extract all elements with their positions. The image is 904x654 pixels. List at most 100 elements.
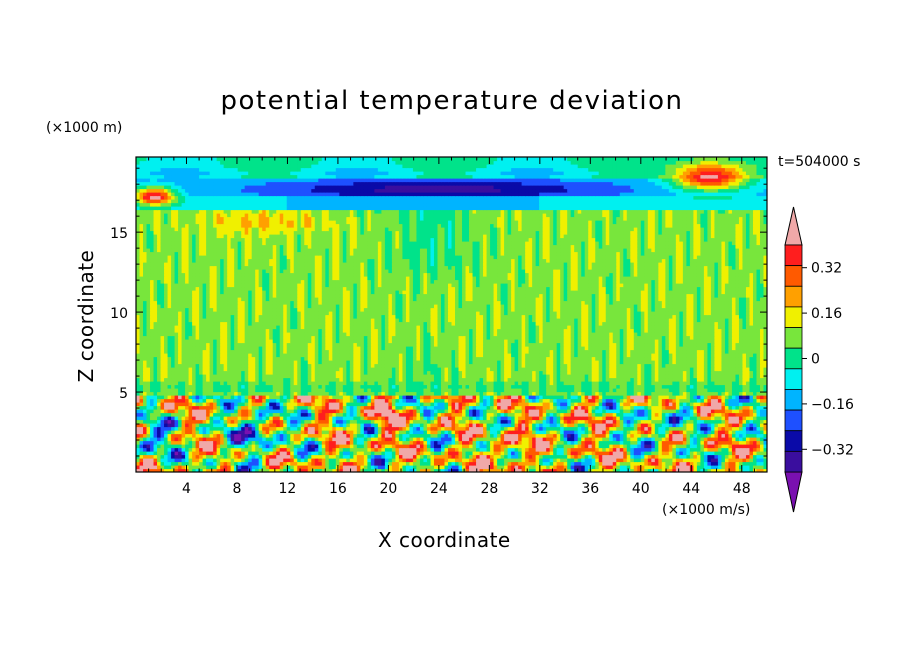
contour-cell <box>195 468 200 472</box>
contour-cell <box>216 374 221 379</box>
contour-cell <box>584 468 589 472</box>
contour-cell <box>644 388 649 393</box>
contour-cell <box>574 468 579 472</box>
contour-cell <box>476 419 481 424</box>
contour-cell <box>202 461 207 466</box>
contour-cell <box>318 381 323 386</box>
contour-cell <box>363 384 368 389</box>
contour-cell <box>255 395 260 400</box>
contour-cell <box>244 377 249 382</box>
contour-cell <box>251 447 256 452</box>
contour-cell <box>542 444 547 449</box>
contour-cell <box>440 430 446 435</box>
contour-cell <box>321 398 326 403</box>
contour-cell <box>749 468 754 472</box>
contour-cell <box>735 402 740 407</box>
contour-cell <box>535 433 540 438</box>
contour-cell <box>647 412 652 417</box>
contour-cell <box>724 458 730 463</box>
contour-cell <box>164 388 169 393</box>
contour-cell <box>661 461 666 466</box>
contour-cell <box>563 402 568 407</box>
contour-cell <box>381 440 386 445</box>
contour-cell <box>160 430 165 435</box>
contour-cell <box>626 440 631 445</box>
contour-cell <box>745 461 751 466</box>
contour-cell <box>710 440 716 445</box>
contour-cell <box>752 388 758 393</box>
contour-cell <box>500 419 505 424</box>
contour-cell <box>518 444 523 449</box>
contour-cell <box>581 391 586 396</box>
contour-cell <box>356 388 361 393</box>
contour-cell <box>206 381 211 386</box>
contour-cell <box>346 377 351 382</box>
contour-cell <box>721 454 726 459</box>
contour-cell <box>549 437 554 442</box>
contour-cell <box>419 402 425 407</box>
contour-cell <box>525 458 530 463</box>
contour-cell <box>381 391 386 396</box>
contour-cell <box>668 451 673 456</box>
contour-cell <box>493 374 498 379</box>
contour-cell <box>549 447 554 452</box>
contour-cell <box>612 395 617 400</box>
contour-cell <box>675 409 680 414</box>
contour-cell <box>374 465 379 470</box>
contour-cell <box>483 465 488 470</box>
contour-cell <box>339 458 344 463</box>
contour-cell <box>721 461 726 466</box>
contour-cell <box>160 381 165 386</box>
contour-cell <box>209 437 214 442</box>
contour-cell <box>220 412 225 417</box>
contour-cell <box>342 447 347 452</box>
contour-cell <box>143 444 148 449</box>
contour-cell <box>602 391 607 396</box>
contour-cell <box>419 405 425 410</box>
contour-cell <box>206 398 211 403</box>
contour-cell <box>721 412 726 417</box>
contour-cell <box>206 416 211 421</box>
contour-cell <box>157 423 162 428</box>
contour-cell <box>300 423 305 428</box>
contour-cell <box>630 409 635 414</box>
contour-cell <box>318 391 323 396</box>
contour-cell <box>402 395 407 400</box>
contour-cell <box>476 444 481 449</box>
contour-cell <box>206 388 211 393</box>
contour-cell <box>269 468 274 472</box>
contour-cell <box>591 461 596 466</box>
contour-cell <box>490 419 495 424</box>
contour-cell <box>146 423 151 428</box>
contour-cell <box>143 423 148 428</box>
contour-cell <box>353 416 358 421</box>
contour-cell <box>440 412 446 417</box>
contour-cell <box>139 468 144 472</box>
contour-cell <box>686 451 691 456</box>
contour-cell <box>528 447 533 452</box>
contour-cell <box>384 384 389 389</box>
contour-cell <box>167 412 172 417</box>
contour-cell <box>227 395 232 400</box>
contour-cell <box>721 433 726 438</box>
contour-cell <box>381 381 386 386</box>
contour-cell <box>553 416 558 421</box>
contour-cell <box>570 402 575 407</box>
contour-cell <box>230 437 235 442</box>
contour-cell <box>542 461 547 466</box>
contour-cell <box>714 440 719 445</box>
contour-cell <box>521 409 526 414</box>
contour-cell <box>188 388 193 393</box>
contour-cell <box>605 451 610 456</box>
contour-cell <box>710 388 716 393</box>
contour-cell <box>749 440 754 445</box>
contour-cell <box>185 416 190 421</box>
contour-cell <box>682 440 687 445</box>
contour-cell <box>398 447 404 452</box>
contour-cell <box>476 468 481 472</box>
contour-cell <box>535 391 540 396</box>
contour-cell <box>174 405 179 410</box>
contour-cell <box>258 377 263 382</box>
contour-cell <box>493 391 498 396</box>
